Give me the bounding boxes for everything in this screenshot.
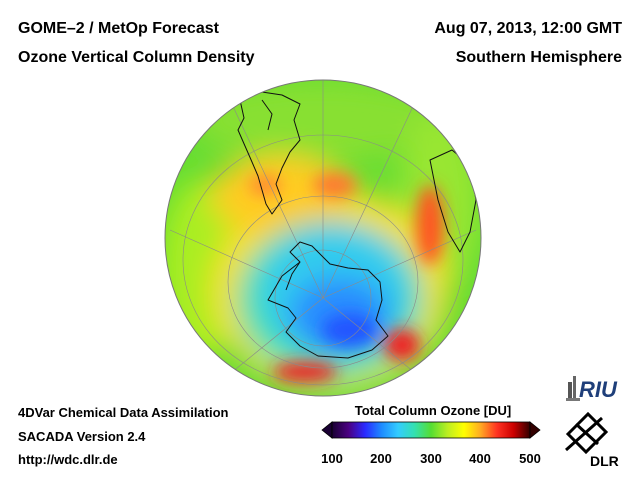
riu-logo: RIU xyxy=(566,376,618,402)
colorbar xyxy=(321,421,541,439)
footer-assimilation: 4DVar Chemical Data Assimilation xyxy=(18,405,229,420)
globe-outline xyxy=(164,79,482,397)
coastlines xyxy=(237,91,477,359)
footer-url: http://wdc.dlr.de xyxy=(18,452,118,467)
colorbar-tick-200: 200 xyxy=(370,451,392,466)
hemisphere-label: Southern Hemisphere xyxy=(455,49,622,66)
map-subtitle: Ozone Vertical Column Density xyxy=(18,49,255,66)
colorbar-min-arrow xyxy=(321,421,333,439)
colorbar-tick-100: 100 xyxy=(321,451,343,466)
dlr-logo: DLR xyxy=(565,412,619,469)
dlr-logo-text: DLR xyxy=(590,453,619,469)
map-title: GOME–2 / MetOp Forecast xyxy=(18,20,219,37)
forecast-date: Aug 07, 2013, 12:00 GMT xyxy=(434,20,622,37)
colorbar-max-arrow xyxy=(529,421,541,439)
riu-logo-text: RIU xyxy=(579,377,618,402)
footer-version: SACADA Version 2.4 xyxy=(18,429,146,444)
ozone-maxima xyxy=(249,173,444,382)
colorbar-gradient xyxy=(331,421,531,439)
colorbar-tick-300: 300 xyxy=(420,451,442,466)
graticule xyxy=(169,80,477,391)
colorbar-tick-500: 500 xyxy=(519,451,541,466)
colorbar-tick-400: 400 xyxy=(469,451,491,466)
globe-disc xyxy=(165,80,481,396)
colorbar-title: Total Column Ozone [DU] xyxy=(354,403,512,418)
